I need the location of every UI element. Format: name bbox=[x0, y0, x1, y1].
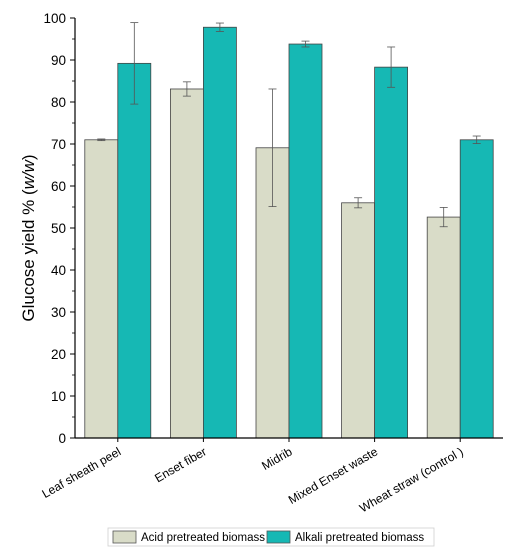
y-tick-label-3: 30 bbox=[51, 305, 66, 320]
bar-alkali-3 bbox=[374, 66, 409, 439]
x-tick-label-0: Leaf sheath peel bbox=[39, 444, 123, 500]
y-tick-label-9: 90 bbox=[51, 53, 66, 68]
y-tick-label-8: 80 bbox=[51, 95, 66, 110]
bar-alkali-4 bbox=[459, 139, 494, 439]
bar-alkali-2 bbox=[288, 43, 323, 439]
bar-acid-4 bbox=[426, 216, 461, 439]
y-axis-title-suffix: ) bbox=[19, 154, 38, 160]
plot-area bbox=[84, 22, 494, 439]
legend: Acid pretreated biomass Alkali pretreate… bbox=[107, 527, 435, 547]
y-axis-title: Glucose yield % (w/w) bbox=[19, 154, 38, 321]
bar-alkali-0 bbox=[117, 62, 152, 439]
y-tick-label-1: 10 bbox=[51, 389, 66, 404]
y-tick-label-0: 0 bbox=[58, 431, 66, 446]
y-axis-title-prefix: Glucose yield % ( bbox=[19, 189, 38, 322]
y-tick-label-5: 50 bbox=[51, 221, 66, 236]
y-axis-title-italic: w/w bbox=[19, 158, 38, 189]
bar-alkali-1 bbox=[202, 26, 237, 439]
x-tick-label-1: Enset fiber bbox=[152, 444, 209, 485]
bar-acid-3 bbox=[341, 202, 376, 439]
x-tick-label-2: Midrib bbox=[259, 444, 295, 473]
y-tick-label-6: 60 bbox=[51, 179, 66, 194]
y-tick-label-10: 100 bbox=[43, 11, 66, 26]
legend-swatch-acid bbox=[112, 530, 137, 544]
legend-swatch-alkali bbox=[266, 530, 291, 544]
y-tick-label-7: 70 bbox=[51, 137, 66, 152]
bar-acid-0 bbox=[84, 139, 119, 439]
y-tick-label-2: 20 bbox=[51, 347, 66, 362]
legend-label-acid: Acid pretreated biomass bbox=[141, 532, 265, 544]
legend-label-alkali: Alkali pretreated biomass bbox=[295, 532, 424, 544]
bar-acid-1 bbox=[169, 88, 204, 439]
y-tick-label-4: 40 bbox=[51, 263, 66, 278]
legend-frame bbox=[107, 527, 435, 547]
